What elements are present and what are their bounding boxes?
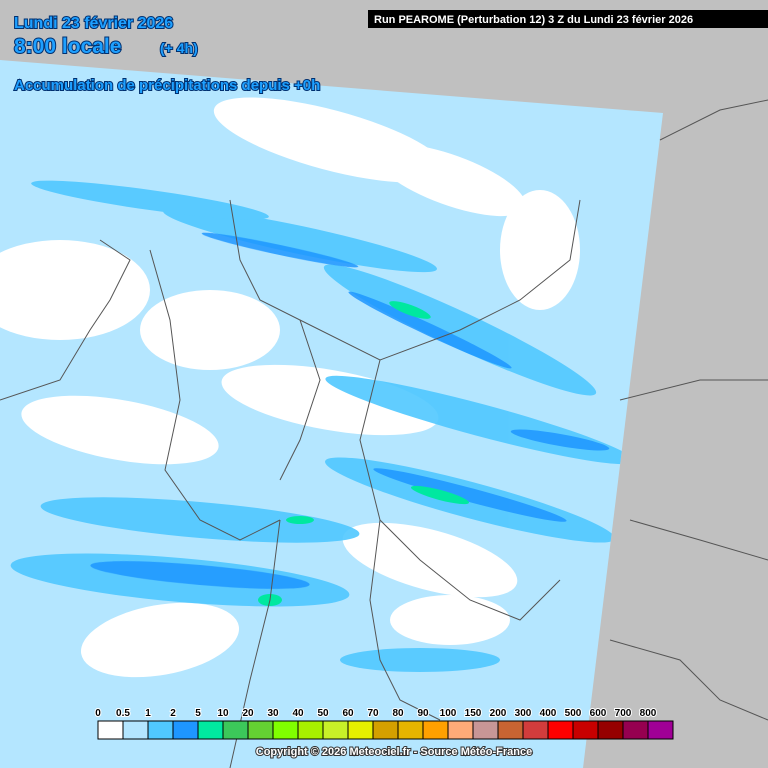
legend-label: 600 [590,708,607,719]
run-info: Run PEAROME (Perturbation 12) 3 Z du Lun… [374,14,693,26]
legend-swatch [422,720,449,740]
time: 8:00 locale [14,35,121,58]
legend-label: 0.5 [116,708,130,719]
legend-swatch [397,720,424,740]
legend: 0 0.5 1 2 5 10 20 30 40 50 60 70 80 90 100 150 200 300 400… [94,707,674,740]
legend-label: 150 [465,708,482,719]
legend-label: 1 [145,708,151,719]
legend-label: 100 [440,708,457,719]
legend-swatch [322,720,349,740]
legend-label: 400 [540,708,557,719]
date: Lundi 23 février 2026 [14,15,173,32]
legend-swatch [147,720,174,740]
legend-label: 300 [515,708,532,719]
legend-swatch [222,720,249,740]
subtitle: Accumulation de précipitations depuis +0… [14,77,320,94]
legend-swatch [272,720,299,740]
lead-time: (+ 4h) [160,40,198,56]
legend-swatch [197,720,224,740]
legend-label: 90 [417,708,429,719]
legend-swatch [547,720,574,740]
legend-label: 50 [317,708,329,719]
legend-label: 0 [95,708,101,719]
legend-label: 2 [170,708,176,719]
legend-label: 800 [640,708,657,719]
legend-label: 70 [367,708,379,719]
legend-swatch [447,720,474,740]
legend-swatch [347,720,374,740]
legend-swatch [372,720,399,740]
legend-label: 200 [490,708,507,719]
copyright: Copyright © 2026 Meteociel.fr - Source M… [256,746,532,758]
legend-label: 40 [292,708,304,719]
legend-label: 20 [242,708,254,719]
run-banner [368,10,768,28]
legend-swatch [522,720,549,740]
legend-label: 700 [615,708,632,719]
legend-swatch [297,720,324,740]
legend-label: 80 [392,708,404,719]
legend-label: 60 [342,708,354,719]
legend-label: 10 [217,708,229,719]
legend-label: 5 [195,708,201,719]
legend-label: 500 [565,708,582,719]
legend-swatch [572,720,599,740]
legend-swatch [247,720,274,740]
legend-swatch [622,720,649,740]
legend-swatch [647,720,674,740]
legend-label: 30 [267,708,279,719]
legend-swatch [97,720,124,740]
legend-swatch [597,720,624,740]
legend-swatch [122,720,149,740]
legend-swatch [497,720,524,740]
legend-swatch [472,720,499,740]
legend-swatch [172,720,199,740]
